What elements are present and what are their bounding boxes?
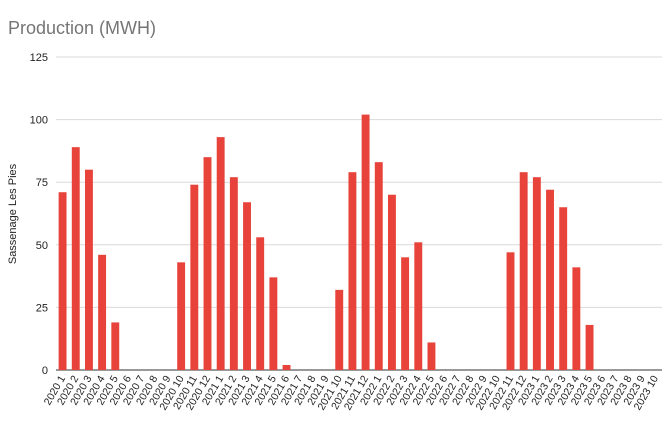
bar — [335, 289, 344, 370]
bar — [414, 242, 423, 370]
y-tick-label: 50 — [36, 240, 48, 252]
bar — [401, 257, 410, 370]
y-tick-label: 125 — [30, 52, 48, 64]
bar — [546, 189, 554, 370]
y-tick-label: 0 — [42, 365, 48, 377]
bar — [243, 202, 251, 370]
bar — [585, 324, 594, 370]
chart-title: Production (MWH) — [8, 18, 157, 38]
bar — [572, 267, 581, 370]
bar — [519, 172, 528, 370]
bar — [177, 262, 186, 370]
y-tick-label: 75 — [36, 177, 48, 189]
bar — [348, 172, 357, 370]
bar — [559, 207, 568, 370]
bar — [216, 137, 225, 370]
y-tick-label: 100 — [30, 115, 48, 127]
bar — [269, 277, 278, 370]
bar — [190, 184, 199, 370]
bar — [98, 254, 107, 370]
bar — [361, 114, 370, 370]
bar — [84, 169, 93, 370]
bar — [532, 177, 541, 370]
bar — [282, 364, 291, 370]
bar — [387, 194, 396, 370]
bar — [58, 192, 67, 370]
bar — [71, 147, 80, 370]
bar — [203, 157, 212, 370]
bar — [111, 322, 120, 370]
bar — [229, 177, 238, 370]
bar — [427, 342, 436, 370]
bar — [256, 237, 265, 370]
bar — [506, 252, 515, 370]
y-tick-label: 25 — [36, 302, 48, 314]
bar — [374, 162, 383, 370]
